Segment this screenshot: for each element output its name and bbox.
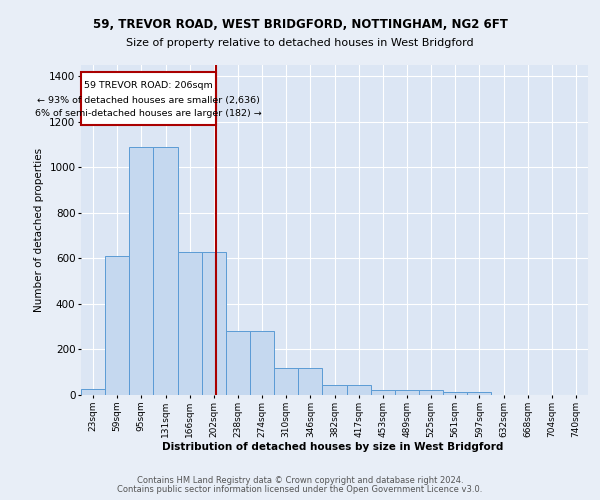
Text: Distribution of detached houses by size in West Bridgford: Distribution of detached houses by size …	[163, 442, 503, 452]
Text: Contains public sector information licensed under the Open Government Licence v3: Contains public sector information licen…	[118, 485, 482, 494]
Text: Size of property relative to detached houses in West Bridgford: Size of property relative to detached ho…	[126, 38, 474, 48]
Bar	[202, 252, 226, 395]
Bar	[419, 390, 443, 395]
Bar	[395, 390, 419, 395]
Bar	[129, 147, 154, 395]
Text: ← 93% of detached houses are smaller (2,636): ← 93% of detached houses are smaller (2,…	[37, 96, 260, 106]
Bar	[322, 385, 347, 395]
Bar	[226, 332, 250, 395]
Bar	[298, 368, 322, 395]
Y-axis label: Number of detached properties: Number of detached properties	[34, 148, 44, 312]
Text: 59 TREVOR ROAD: 206sqm: 59 TREVOR ROAD: 206sqm	[84, 81, 213, 90]
Bar	[347, 385, 371, 395]
Bar	[178, 252, 202, 395]
Bar	[105, 256, 129, 395]
Text: Contains HM Land Registry data © Crown copyright and database right 2024.: Contains HM Land Registry data © Crown c…	[137, 476, 463, 485]
Bar	[371, 390, 395, 395]
Bar	[154, 147, 178, 395]
Bar	[274, 368, 298, 395]
Bar	[443, 392, 467, 395]
Bar	[81, 390, 105, 395]
Text: 59, TREVOR ROAD, WEST BRIDGFORD, NOTTINGHAM, NG2 6FT: 59, TREVOR ROAD, WEST BRIDGFORD, NOTTING…	[92, 18, 508, 30]
Bar	[467, 392, 491, 395]
Text: 6% of semi-detached houses are larger (182) →: 6% of semi-detached houses are larger (1…	[35, 110, 262, 118]
FancyBboxPatch shape	[81, 72, 216, 126]
Bar	[250, 332, 274, 395]
